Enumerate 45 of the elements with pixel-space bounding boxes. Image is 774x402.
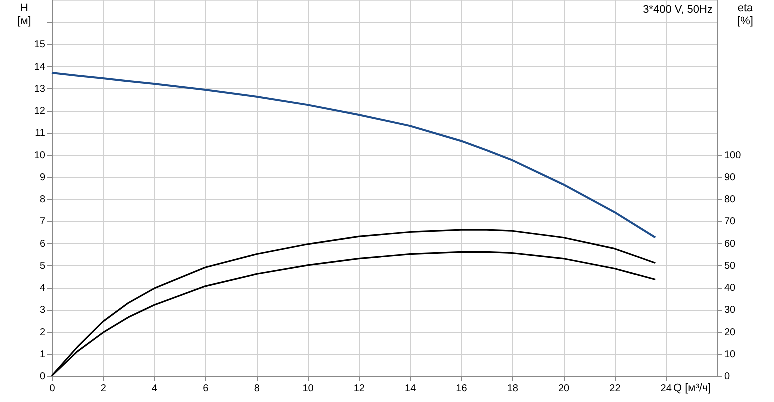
line-series — [51, 72, 657, 239]
y-tick-label: 14 — [34, 62, 46, 73]
x-tick-label: 18 — [507, 384, 519, 394]
y-tick-label: 7 — [40, 216, 46, 228]
x-tick-label: 24 — [660, 384, 672, 394]
y-tick-label: 6 — [40, 238, 46, 250]
y-tick-label: 15 — [34, 40, 46, 51]
x-tick-label: 12 — [354, 384, 366, 394]
y2-tick-label: 40 — [724, 283, 736, 294]
x-tick-label: 22 — [610, 384, 622, 394]
y2-tick-label: 20 — [724, 327, 736, 338]
y2-axis-title: eta [%] — [738, 2, 754, 28]
x-tick-label: 20 — [558, 384, 570, 394]
x-tick-label: 4 — [152, 384, 158, 394]
x-tick-label: 16 — [456, 384, 468, 394]
y-tick-label: 13 — [34, 84, 46, 95]
y-tick-label: 8 — [40, 194, 46, 206]
annotation: 3*400 V, 50Hz — [643, 4, 713, 16]
y2-tick-label: 0 — [724, 372, 730, 382]
y-tick-label: 1 — [40, 349, 46, 360]
y2-tick-label: 90 — [724, 172, 736, 184]
y-axis-title: H [м] — [18, 2, 32, 28]
y2-tick-label: 10 — [724, 349, 736, 360]
x-tick-label: 6 — [203, 384, 210, 394]
y2-tick-label: 30 — [724, 305, 736, 316]
y-tick-label: 12 — [34, 106, 46, 118]
x-tick-label: 0 — [50, 384, 56, 394]
y-tick-label: 10 — [34, 150, 46, 162]
y-tick-label: 11 — [35, 128, 46, 140]
y-tick-label: 9 — [40, 172, 46, 184]
y-tick-label: 2 — [40, 327, 46, 338]
y2-tick-label: 50 — [724, 260, 736, 272]
y2-tick-label: 70 — [724, 216, 736, 228]
x-tick-label: 14 — [405, 384, 417, 394]
y2-tick-label: 100 — [724, 150, 742, 162]
x-tick-label: 2 — [100, 384, 107, 394]
y-tick-label: 5 — [40, 260, 46, 272]
y-tick-label: 3 — [40, 305, 46, 316]
y-tick-label: 0 — [40, 372, 46, 382]
x-axis-title: Q [м³/ч] — [674, 382, 712, 394]
y2-tick-label: 80 — [724, 194, 736, 206]
y2-tick-label: 60 — [724, 238, 736, 250]
y-tick-label: 4 — [40, 283, 46, 294]
x-tick-label: 8 — [254, 384, 260, 394]
x-tick-label: 10 — [302, 384, 314, 394]
